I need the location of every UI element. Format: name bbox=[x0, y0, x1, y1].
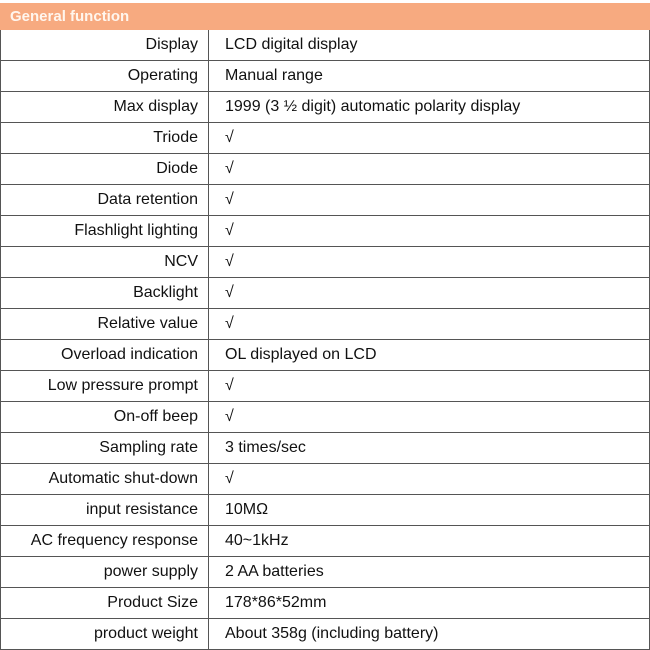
table-row: Max display 1999 (3 ½ digit) automatic po… bbox=[0, 91, 650, 123]
spec-label: power supply bbox=[0, 556, 209, 588]
spec-value: 10MΩ bbox=[208, 494, 650, 526]
table-row: Sampling rate 3 times/sec bbox=[0, 432, 650, 464]
table-row: Backlight √ bbox=[0, 277, 650, 309]
spec-value: √ bbox=[208, 463, 650, 495]
spec-value: 3 times/sec bbox=[208, 432, 650, 464]
spec-value: √ bbox=[208, 246, 650, 278]
spec-value: √ bbox=[208, 370, 650, 402]
spec-value: √ bbox=[208, 308, 650, 340]
table-row: On-off beep √ bbox=[0, 401, 650, 433]
spec-label: NCV bbox=[0, 246, 209, 278]
spec-value: OL displayed on LCD bbox=[208, 339, 650, 371]
spec-label: AC frequency response bbox=[0, 525, 209, 557]
spec-value: LCD digital display bbox=[208, 30, 650, 61]
spec-value: √ bbox=[208, 153, 650, 185]
table-row: Overload indication OL displayed on LCD bbox=[0, 339, 650, 371]
spec-label: Sampling rate bbox=[0, 432, 209, 464]
table-row: NCV √ bbox=[0, 246, 650, 278]
spec-value: √ bbox=[208, 215, 650, 247]
spec-label: product weight bbox=[0, 618, 209, 650]
spec-label: Flashlight lighting bbox=[0, 215, 209, 247]
spec-label: Low pressure prompt bbox=[0, 370, 209, 402]
spec-value: 1999 (3 ½ digit) automatic polarity disp… bbox=[208, 91, 650, 123]
spec-label: Max display bbox=[0, 91, 209, 123]
table-row: power supply 2 AA batteries bbox=[0, 556, 650, 588]
spec-value: √ bbox=[208, 184, 650, 216]
table-row: AC frequency response 40~1kHz bbox=[0, 525, 650, 557]
spec-label: input resistance bbox=[0, 494, 209, 526]
table-row: product weight About 358g (including batt… bbox=[0, 618, 650, 650]
table-row: Triode √ bbox=[0, 122, 650, 154]
spec-value: 2 AA batteries bbox=[208, 556, 650, 588]
spec-label: Display bbox=[0, 30, 209, 61]
spec-label: On-off beep bbox=[0, 401, 209, 433]
section-header: General function bbox=[0, 3, 650, 30]
table-row: Relative value √ bbox=[0, 308, 650, 340]
table-row: Flashlight lighting √ bbox=[0, 215, 650, 247]
spec-value: 40~1kHz bbox=[208, 525, 650, 557]
table-row: Data retention √ bbox=[0, 184, 650, 216]
spec-label: Diode bbox=[0, 153, 209, 185]
spec-table: Display LCD digital display Operating Manua… bbox=[0, 30, 650, 650]
table-row: Diode √ bbox=[0, 153, 650, 185]
spec-label: Data retention bbox=[0, 184, 209, 216]
spec-label: Overload indication bbox=[0, 339, 209, 371]
spec-label: Operating bbox=[0, 60, 209, 92]
spec-value: √ bbox=[208, 122, 650, 154]
spec-label: Backlight bbox=[0, 277, 209, 309]
spec-label: Relative value bbox=[0, 308, 209, 340]
spec-value: 178*86*52mm bbox=[208, 587, 650, 619]
table-row: Low pressure prompt √ bbox=[0, 370, 650, 402]
table-row: Display LCD digital display bbox=[0, 30, 650, 61]
table-row: Automatic shut-down √ bbox=[0, 463, 650, 495]
table-row: Product Size 178*86*52mm bbox=[0, 587, 650, 619]
spec-label: Automatic shut-down bbox=[0, 463, 209, 495]
table-row: input resistance 10MΩ bbox=[0, 494, 650, 526]
table-row: Operating Manual range bbox=[0, 60, 650, 92]
spec-value: Manual range bbox=[208, 60, 650, 92]
spec-value: About 358g (including battery) bbox=[208, 618, 650, 650]
spec-label: Triode bbox=[0, 122, 209, 154]
spec-value: √ bbox=[208, 401, 650, 433]
spec-label: Product Size bbox=[0, 587, 209, 619]
spec-value: √ bbox=[208, 277, 650, 309]
